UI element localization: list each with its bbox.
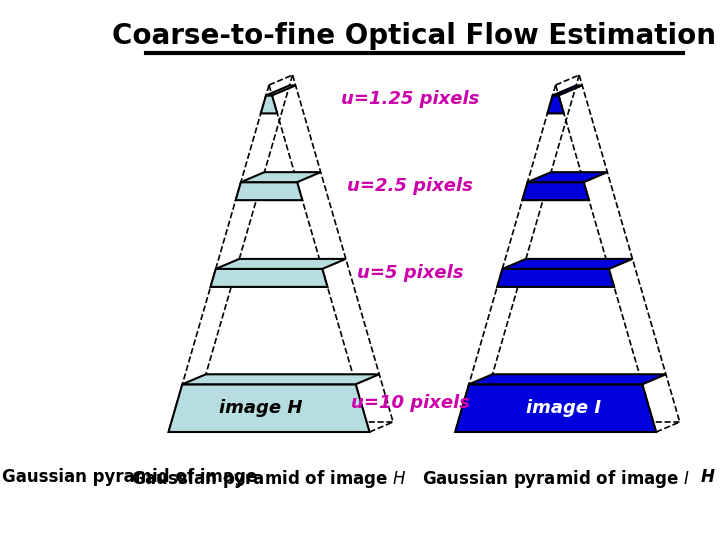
Polygon shape — [241, 172, 320, 182]
Polygon shape — [497, 269, 614, 287]
Polygon shape — [182, 374, 379, 384]
Text: Gaussian pyramid of image $\mathit{H}$: Gaussian pyramid of image $\mathit{H}$ — [131, 468, 407, 490]
Polygon shape — [266, 85, 296, 96]
Text: image H: image H — [220, 399, 303, 417]
Text: u=5 pixels: u=5 pixels — [357, 264, 464, 282]
Text: u=2.5 pixels: u=2.5 pixels — [348, 177, 473, 195]
Polygon shape — [469, 374, 666, 384]
Text: H: H — [701, 468, 715, 486]
Polygon shape — [547, 96, 564, 113]
Polygon shape — [235, 182, 302, 200]
Polygon shape — [522, 182, 589, 200]
Polygon shape — [216, 259, 346, 269]
Text: Gaussian pyramid of image: Gaussian pyramid of image — [1, 468, 263, 486]
Polygon shape — [503, 259, 632, 269]
Polygon shape — [261, 96, 277, 113]
Polygon shape — [168, 384, 369, 432]
Polygon shape — [210, 269, 328, 287]
Polygon shape — [455, 384, 656, 432]
Text: image I: image I — [526, 399, 601, 417]
Polygon shape — [528, 172, 608, 182]
Text: Coarse-to-fine Optical Flow Estimation: Coarse-to-fine Optical Flow Estimation — [112, 22, 716, 50]
Polygon shape — [553, 85, 582, 96]
Text: u=10 pixels: u=10 pixels — [351, 394, 470, 412]
Text: u=1.25 pixels: u=1.25 pixels — [341, 90, 480, 109]
Text: Gaussian pyramid of image $\mathit{I}$: Gaussian pyramid of image $\mathit{I}$ — [422, 468, 690, 490]
